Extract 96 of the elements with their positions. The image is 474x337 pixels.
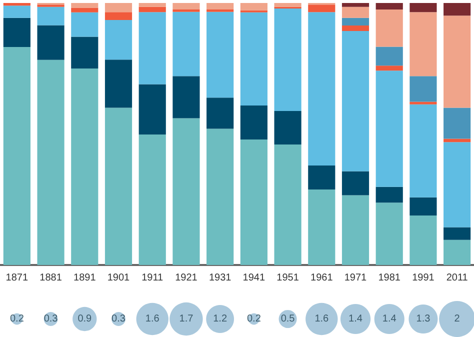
data-label: 1.4 xyxy=(382,314,397,324)
bar xyxy=(71,36,98,68)
x-tick-label: 1951 xyxy=(276,272,300,284)
bar xyxy=(71,68,98,265)
bar xyxy=(138,3,166,7)
bar xyxy=(240,3,268,10)
bar xyxy=(240,140,268,265)
x-tick-label: 1871 xyxy=(6,272,28,284)
bar xyxy=(308,4,336,12)
bar xyxy=(274,144,302,265)
x-tick-label: 1891 xyxy=(74,272,96,284)
bar xyxy=(410,197,437,216)
x-tick-label: 1881 xyxy=(40,272,62,284)
bar xyxy=(342,26,370,32)
x-tick-label: 1981 xyxy=(378,272,401,284)
bar xyxy=(410,12,437,76)
bar xyxy=(342,3,370,7)
bar xyxy=(308,165,336,190)
bar xyxy=(138,12,166,84)
bar xyxy=(104,3,132,12)
bar xyxy=(444,240,471,265)
bar xyxy=(71,8,98,12)
bar xyxy=(308,190,336,265)
bar xyxy=(376,202,403,265)
bar xyxy=(376,10,403,47)
x-tick-label: 1931 xyxy=(208,272,232,284)
x-tick-label: 1991 xyxy=(412,272,435,284)
bar xyxy=(172,118,200,265)
bar xyxy=(342,195,370,265)
bar xyxy=(376,66,403,71)
x-tick-label: 1911 xyxy=(142,272,164,284)
bar xyxy=(444,16,471,108)
bar xyxy=(444,3,471,16)
bar xyxy=(342,18,370,26)
data-label: 0.3 xyxy=(112,314,126,324)
bar xyxy=(104,20,132,60)
bar xyxy=(138,6,166,12)
x-tick-label: 1961 xyxy=(310,272,334,284)
bar xyxy=(376,46,403,66)
x-tick-label: 1971 xyxy=(344,272,368,284)
bar xyxy=(274,3,302,7)
data-label: 0.5 xyxy=(280,314,296,324)
bar xyxy=(410,104,437,198)
bar xyxy=(71,3,98,8)
data-label: 0.9 xyxy=(78,314,92,324)
bar xyxy=(172,3,200,10)
data-label: 2 xyxy=(454,314,460,324)
bar xyxy=(410,3,437,12)
data-label: 1.6 xyxy=(314,314,330,324)
bar xyxy=(342,6,370,18)
bar xyxy=(342,171,370,196)
bar xyxy=(206,128,234,265)
bar xyxy=(3,3,30,6)
bar xyxy=(274,110,302,144)
data-label: 1.6 xyxy=(145,314,160,324)
bar xyxy=(206,3,234,10)
data-label: 1.7 xyxy=(179,314,194,324)
bar xyxy=(104,108,132,265)
x-tick-label: 1921 xyxy=(175,272,198,284)
bar xyxy=(444,227,471,240)
bar xyxy=(410,102,437,104)
bar xyxy=(342,31,370,172)
bar xyxy=(410,215,437,265)
data-label: 1.4 xyxy=(348,314,363,324)
bar xyxy=(206,12,234,98)
bar xyxy=(444,142,471,228)
bar xyxy=(138,134,166,265)
x-tick-label: 1941 xyxy=(242,272,266,284)
bar xyxy=(71,12,98,37)
bar xyxy=(376,3,403,10)
bar xyxy=(3,47,30,265)
data-label: 0.3 xyxy=(44,314,58,324)
data-label: 1.3 xyxy=(416,314,431,324)
bar xyxy=(444,138,471,142)
bar xyxy=(240,105,268,140)
data-label: 1.2 xyxy=(213,314,228,324)
bar xyxy=(444,108,471,139)
bar xyxy=(410,76,437,102)
bar xyxy=(3,6,30,18)
x-tick-label: 2011 xyxy=(446,272,468,284)
bar xyxy=(172,12,200,76)
bar xyxy=(37,25,64,60)
bar xyxy=(37,60,64,265)
bar xyxy=(376,70,403,187)
bar xyxy=(104,60,132,108)
x-tick-label: 1901 xyxy=(107,272,130,284)
bar xyxy=(308,12,336,166)
bar xyxy=(172,76,200,118)
bar xyxy=(274,8,302,111)
bar xyxy=(206,98,234,129)
bar xyxy=(104,12,132,20)
bar xyxy=(376,186,403,203)
bar xyxy=(3,18,30,48)
bar xyxy=(37,6,64,26)
bar xyxy=(138,84,166,135)
bar xyxy=(240,12,268,106)
